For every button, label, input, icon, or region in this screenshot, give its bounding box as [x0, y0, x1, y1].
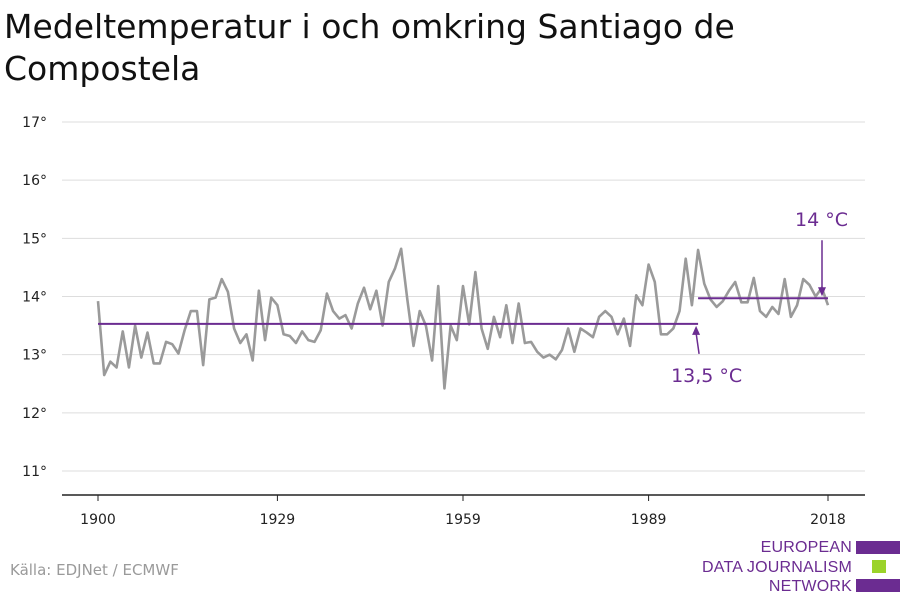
- x-axis-tick-labels: 1900 1929 1959 1989 2018: [80, 512, 846, 528]
- annotation-arrow-shaft: [695, 332, 700, 354]
- y-tick-label: 12°: [22, 406, 47, 422]
- x-axis-ticks: [97, 495, 829, 501]
- y-tick-label: 14°: [22, 290, 47, 306]
- x-tick-label: 2018: [810, 512, 846, 528]
- annotation-label: 13,5 °C: [671, 365, 742, 387]
- annotation-arrow-head: [818, 287, 826, 297]
- annotations: 13,5 °C 14 °C: [671, 209, 848, 387]
- y-tick-label: 11°: [22, 464, 47, 480]
- x-tick-label: 1959: [445, 512, 481, 528]
- reference-lines: [98, 297, 828, 325]
- logo-bar-purple-bottom: [856, 579, 900, 592]
- gridlines: [62, 121, 865, 472]
- logo-line-2: DATA JOURNALISM: [702, 558, 852, 576]
- source-note: Källa: EDJNet / ECMWF: [10, 561, 179, 579]
- logo-bar-green: [872, 560, 886, 573]
- series-line: [96, 247, 830, 390]
- x-tick-label: 1929: [260, 512, 296, 528]
- annotation-label: 14 °C: [795, 209, 848, 231]
- logo-line-1: EUROPEAN: [760, 539, 852, 556]
- y-tick-label: 16°: [22, 173, 47, 189]
- logo-bar-purple-top: [856, 541, 900, 554]
- logo-line-3: NETWORK: [768, 578, 852, 595]
- x-tick-label: 1989: [631, 512, 667, 528]
- y-tick-label: 17°: [22, 115, 47, 131]
- x-tick-label: 1900: [80, 512, 116, 528]
- edjnet-logo: EUROPEAN DATA JOURNALISM NETWORK: [700, 538, 900, 600]
- annotation-arrow-head: [692, 325, 701, 335]
- y-axis-tick-labels: 11° 12° 13° 14° 15° 16° 17°: [22, 115, 47, 480]
- temperature-series: [96, 247, 830, 390]
- chart-title: Medeltemperatur i och omkring Santiago d…: [4, 7, 735, 88]
- logo-text: EUROPEAN DATA JOURNALISM NETWORK: [702, 538, 852, 597]
- y-tick-label: 13°: [22, 348, 47, 364]
- y-tick-label: 15°: [22, 231, 47, 247]
